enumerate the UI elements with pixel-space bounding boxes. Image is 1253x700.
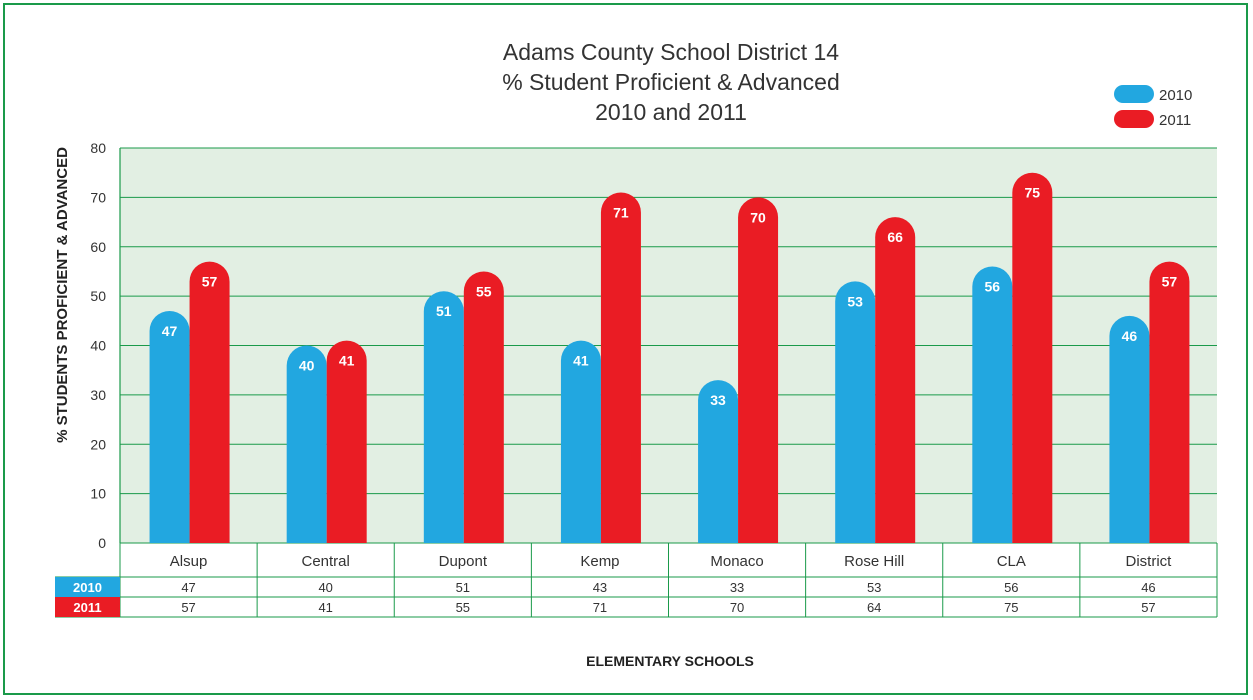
table-cell: 64 — [867, 600, 881, 615]
table-cell: 41 — [318, 600, 332, 615]
table-row-header — [55, 577, 120, 597]
table-cell: 57 — [181, 600, 195, 615]
bar-value-label: 57 — [202, 274, 218, 290]
plot-area — [119, 147, 1217, 544]
x-tick-label: Kemp — [580, 553, 619, 570]
table-cell: 51 — [456, 580, 470, 595]
bar-2011-monaco — [738, 197, 779, 544]
bar-2010-kemp — [560, 340, 601, 543]
bar-value-label: 71 — [613, 204, 629, 220]
y-tick-label: 30 — [90, 387, 106, 403]
table-cell: 53 — [867, 580, 881, 595]
bar-2010-central — [286, 345, 327, 543]
table-cell: 71 — [593, 600, 607, 615]
legend-swatch-2010 — [1114, 85, 1154, 103]
y-tick-label: 20 — [90, 436, 106, 452]
bar-2010-alsup — [149, 310, 190, 543]
bar-2011-rose-hill — [875, 217, 916, 543]
legend-label: 2010 — [1159, 87, 1192, 104]
bar-value-label: 66 — [887, 229, 903, 245]
table-row-label: 2010 — [73, 580, 102, 595]
legend-label: 2011 — [1159, 112, 1191, 129]
bar-2011-district — [1149, 261, 1190, 543]
table-cell: 33 — [730, 580, 744, 595]
bar-value-label: 51 — [436, 303, 452, 319]
x-axis-label: ELEMENTARY SCHOOLS — [586, 653, 754, 669]
y-tick-label: 0 — [98, 535, 106, 551]
table-cell: 40 — [318, 580, 332, 595]
y-axis-label: % STUDENTS PROFICIENT & ADVANCED — [54, 147, 71, 443]
bar-value-label: 53 — [847, 293, 863, 309]
table-cell: 47 — [181, 580, 195, 595]
table-cell: 70 — [730, 600, 744, 615]
bar-value-label: 75 — [1025, 185, 1041, 201]
bar-value-label: 41 — [573, 353, 589, 369]
bar-2010-monaco — [698, 380, 739, 543]
x-tick-label: Rose Hill — [844, 553, 904, 570]
bar-2011-kemp — [600, 192, 641, 543]
table-cell: 75 — [1004, 600, 1018, 615]
table-cell: 46 — [1141, 580, 1155, 595]
x-tick-label: CLA — [997, 553, 1026, 570]
bar-2011-cla — [1012, 172, 1053, 544]
bar-value-label: 70 — [750, 209, 766, 225]
title-line: Adams County School District 14 — [503, 39, 839, 65]
bar-chart: 0 10 20 30 40 50 60 70 80 47 57 40 41 51 55 41 71 33 70 53… — [54, 39, 1218, 669]
y-tick-label: 50 — [90, 288, 106, 304]
chart-title: Adams County School District 14 % Student… — [502, 39, 840, 125]
data-table: Alsup Central Dupont Kemp Monaco Rose Hill CLA… — [55, 543, 1218, 618]
x-tick-label: District — [1126, 553, 1173, 570]
bar-value-label: 33 — [710, 392, 726, 408]
bars: 47 57 40 41 51 55 41 71 33 70 53 66 56 75 46 57 — [149, 172, 1190, 544]
bar-value-label: 55 — [476, 283, 492, 299]
table-cell: 57 — [1141, 600, 1155, 615]
y-tick-label: 40 — [90, 338, 106, 354]
bar-value-label: 56 — [985, 279, 1001, 295]
x-tick-label: Alsup — [170, 553, 208, 570]
table-cell: 43 — [593, 580, 607, 595]
bar-value-label: 46 — [1122, 328, 1138, 344]
bar-2010-dupont — [423, 291, 464, 543]
bar-2011-dupont — [463, 271, 504, 543]
y-tick-label: 60 — [90, 239, 106, 255]
bar-2010-cla — [972, 266, 1013, 543]
legend: 2010 2011 — [1114, 85, 1192, 129]
y-tick-label: 10 — [90, 486, 106, 502]
x-tick-label: Central — [302, 553, 350, 570]
bar-value-label: 40 — [299, 358, 315, 374]
chart-frame: 0 10 20 30 40 50 60 70 80 47 57 40 41 51 55 41 71 33 70 53… — [3, 3, 1248, 695]
y-tick-label: 80 — [90, 140, 106, 156]
table-row-label: 2011 — [73, 600, 101, 615]
table-cell: 55 — [456, 600, 470, 615]
legend-swatch-2011 — [1114, 110, 1154, 128]
title-line: % Student Proficient & Advanced — [502, 69, 840, 95]
bar-value-label: 41 — [339, 353, 355, 369]
bar-2011-alsup — [189, 261, 230, 543]
bar-value-label: 57 — [1162, 274, 1178, 290]
bar-value-label: 47 — [162, 323, 178, 339]
x-tick-label: Monaco — [710, 553, 763, 570]
table-cell: 56 — [1004, 580, 1018, 595]
x-tick-label: Dupont — [439, 553, 488, 570]
title-line: 2010 and 2011 — [595, 99, 747, 125]
bar-2011-central — [326, 340, 367, 543]
bar-2010-rose-hill — [835, 281, 876, 543]
y-tick-label: 70 — [90, 189, 106, 205]
table-row-header — [55, 597, 120, 617]
bar-2010-district — [1109, 315, 1150, 543]
y-axis-ticks: 0 10 20 30 40 50 60 70 80 — [90, 140, 106, 551]
